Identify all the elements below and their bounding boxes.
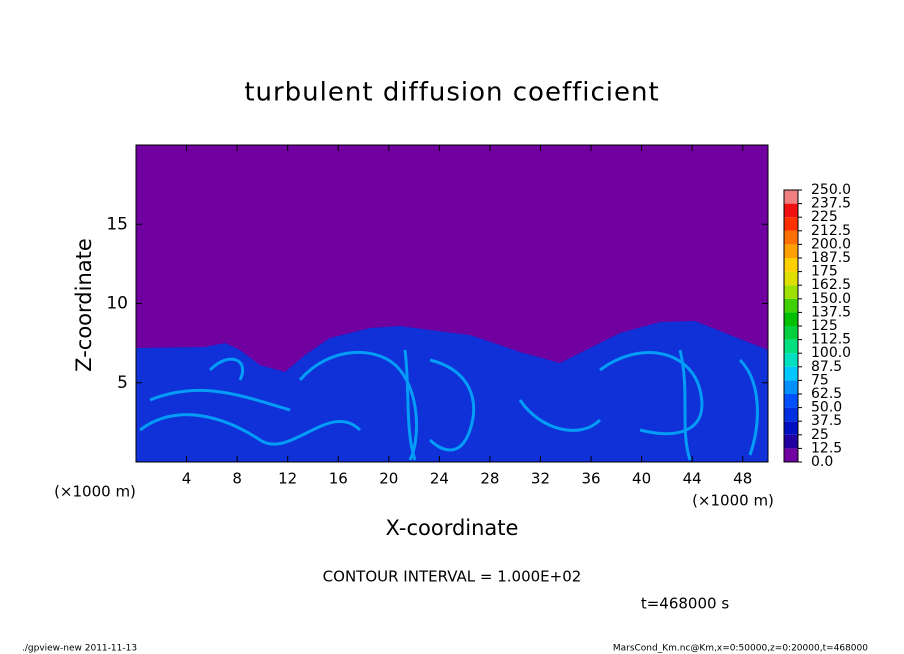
x-tick-label: 8 [232,470,242,488]
colorbar-label: 175 [811,264,838,280]
colorbar-segment [784,448,798,462]
x-unit-right: (×1000 m) [692,492,774,510]
colorbar-label: 0.0 [811,454,833,470]
x-tick-label: 48 [733,470,752,488]
time-label: t=468000 s [641,595,729,613]
colorbar-label: 250.0 [811,182,851,198]
colorbar-segment [784,217,798,231]
colorbar-segment [784,407,798,422]
x-tick-label: 36 [581,470,600,488]
colorbar-segment [784,230,798,245]
colorbar-segment [784,244,798,258]
contour-interval: CONTOUR INTERVAL = 1.000E+02 [323,568,582,586]
x-tick-label: 44 [683,470,702,488]
colorbar-segment [784,434,798,449]
colorbar-label: 150.0 [811,291,851,307]
colorbar-segment [784,339,798,354]
x-tick-label: 28 [480,470,499,488]
colorbar-label: 12.5 [811,440,842,456]
turbulent-layer [136,321,768,462]
chart-title: turbulent diffusion coefficient [244,78,659,108]
colorbar-label: 200.0 [811,236,851,252]
colorbar-label: 100.0 [811,345,851,361]
footer-right: MarsCond_Km.nc@Km,x=0:50000,z=0:20000,t=… [613,644,868,654]
colorbar-label: 162.5 [811,277,851,293]
colorbar-segment [784,190,798,204]
colorbar-segment [784,285,798,299]
x-tick-label: 20 [379,470,398,488]
colorbar-label: 87.5 [811,359,842,375]
colorbar-label: 237.5 [811,196,851,212]
x-axis-title: X-coordinate [386,516,519,540]
y-tick-label: 10 [106,294,128,314]
colorbar-segment [784,394,798,408]
colorbar-label: 112.5 [811,332,851,348]
colorbar-label: 75 [811,372,829,388]
y-tick-label: 15 [106,214,128,234]
field [136,145,768,462]
x-tick-label: 24 [430,470,449,488]
y-axis-title: Z-coordinate [72,238,96,372]
colorbar-segment [784,271,798,286]
x-tick-label: 32 [531,470,550,488]
colorbar-segment [784,258,798,272]
colorbar-label: 187.5 [811,250,851,266]
eddies [139,349,759,461]
colorbar-label: 212.5 [811,223,851,239]
y-tick-label: 5 [117,373,128,393]
colorbar-label: 37.5 [811,413,842,429]
colorbar-label: 125 [811,318,838,334]
x-tick-label: 16 [329,470,348,488]
colorbar-label: 25 [811,427,829,443]
colorbar-label: 62.5 [811,386,842,402]
footer-left: ./gpview-new 2011-11-13 [22,644,137,654]
colorbar-segment [784,366,798,381]
colorbar-segment [784,421,798,435]
colorbar-label: 50.0 [811,400,842,416]
colorbar-segment [784,312,798,326]
colorbar-segment [784,380,798,394]
x-tick-label: 40 [632,470,651,488]
colorbar-segment [784,353,798,367]
colorbar-label: 137.5 [811,304,851,320]
x-tick-label: 4 [182,470,192,488]
colorbar-segment [784,326,798,340]
colorbar-segment [784,203,798,218]
colorbar-label: 225 [811,209,838,225]
x-unit-left: (×1000 m) [54,483,136,501]
x-tick-label: 12 [278,470,297,488]
colorbar-segment [784,298,798,313]
